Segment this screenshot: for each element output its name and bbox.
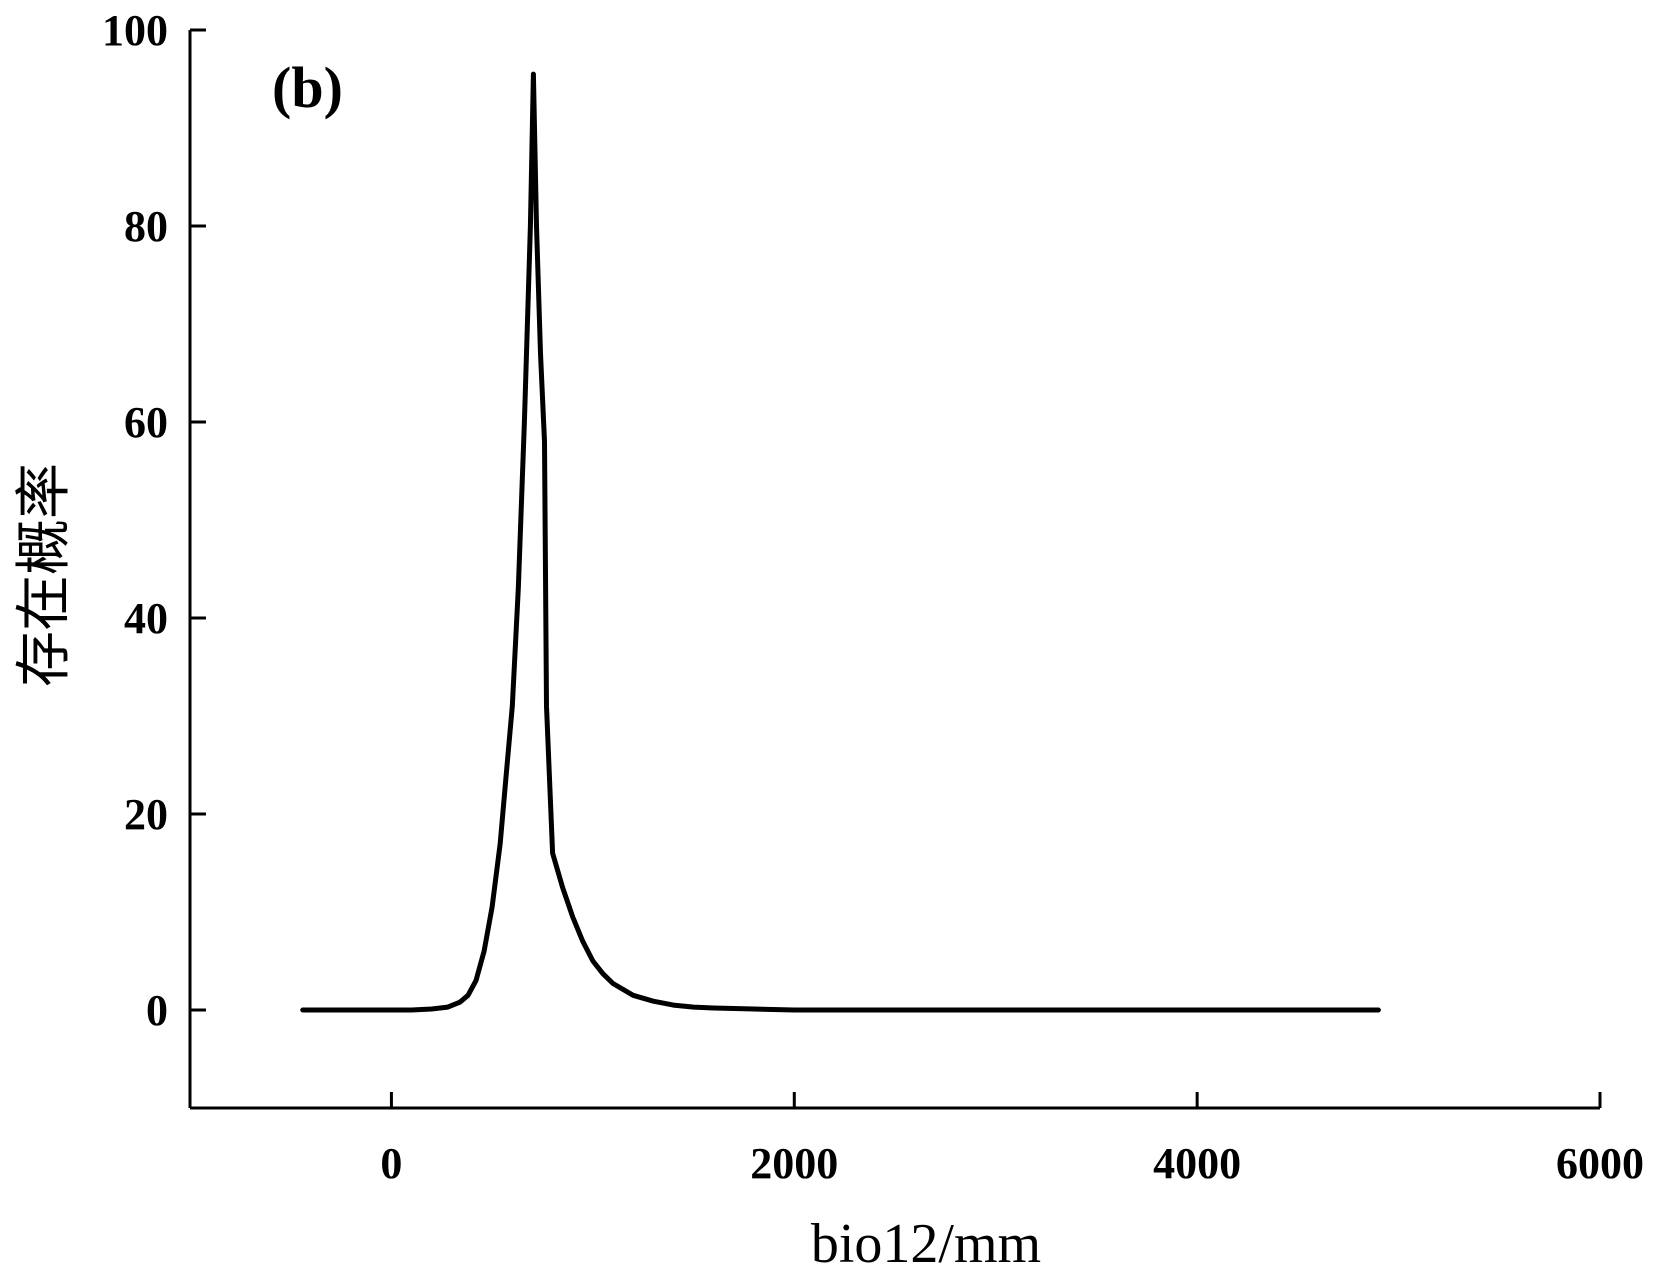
y-axis-title: 存在概率	[14, 463, 76, 687]
presence-probability-curve	[300, 71, 1381, 1013]
y-tick-label: 20	[124, 790, 168, 839]
x-tick-label: 0	[380, 1139, 402, 1188]
panel-label: (b)	[272, 55, 343, 120]
y-tick-label: 60	[124, 398, 168, 447]
y-tick-label: 0	[146, 986, 168, 1035]
x-tick-label: 2000	[750, 1139, 838, 1188]
y-tick-label: 100	[102, 6, 168, 55]
axes	[188, 30, 1600, 1110]
ticks: 0 20 40 60 80 100 0 2000 4000 6000	[102, 6, 1644, 1188]
x-axis-title: bio12/mm	[811, 1213, 1041, 1271]
y-tick-label: 40	[124, 594, 168, 643]
y-tick-label: 80	[124, 202, 168, 251]
x-tick-label: 4000	[1153, 1139, 1241, 1188]
x-tick-label: 6000	[1556, 1139, 1644, 1188]
